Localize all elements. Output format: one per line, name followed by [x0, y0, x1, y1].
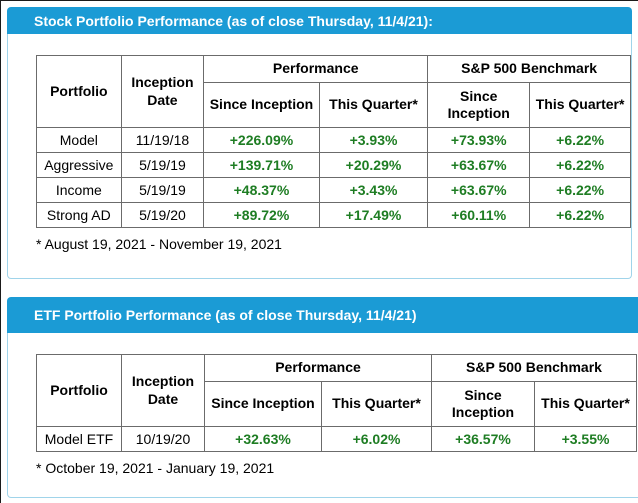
- etf-section-header: ETF Portfolio Performance (as of close T…: [7, 297, 638, 333]
- cell-perf-since: +32.63%: [204, 426, 322, 452]
- col-header-bench-this-quarter: This Quarter*: [529, 82, 631, 128]
- col-group-performance: Performance: [203, 55, 429, 83]
- cell-inception-date: 5/19/19: [120, 152, 205, 178]
- cell-perf-quarter: +6.02%: [321, 426, 432, 452]
- cell-bench-quarter: +6.22%: [529, 152, 631, 178]
- col-header-bench-since-inception: Since Inception: [431, 381, 535, 427]
- cell-inception-date: 5/19/19: [120, 177, 205, 203]
- cell-bench-since: +63.67%: [427, 152, 531, 178]
- cell-portfolio: Strong AD: [36, 202, 122, 228]
- col-header-bench-this-quarter: This Quarter*: [534, 381, 637, 427]
- cell-perf-quarter: +3.93%: [318, 127, 429, 153]
- table-row: Income 5/19/19 +48.37% +3.43% +63.67% +6…: [36, 177, 631, 203]
- col-header-perf-since-inception: Since Inception: [204, 381, 322, 427]
- col-header-bench-since-inception: Since Inception: [427, 82, 531, 128]
- cell-perf-since: +89.72%: [203, 202, 320, 228]
- stock-portfolio-section: Stock Portfolio Performance (as of close…: [7, 7, 632, 279]
- col-header-perf-this-quarter: This Quarter*: [321, 381, 432, 427]
- col-header-portfolio: Portfolio: [36, 354, 122, 427]
- stock-section-title: Stock Portfolio Performance (as of close…: [34, 12, 433, 29]
- cell-portfolio: Model ETF: [36, 426, 122, 452]
- cell-bench-quarter: +6.22%: [529, 127, 631, 153]
- col-group-benchmark: S&P 500 Benchmark: [431, 354, 637, 382]
- cell-portfolio: Aggressive: [36, 152, 122, 178]
- etf-footnote: * October 19, 2021 - January 19, 2021: [36, 460, 275, 476]
- etf-section-body: Portfolio Inception Date Performance S&P…: [7, 333, 638, 498]
- etf-section-title: ETF Portfolio Performance (as of close T…: [34, 307, 417, 323]
- cell-perf-since: +48.37%: [203, 177, 320, 203]
- cell-bench-quarter: +3.55%: [534, 426, 637, 452]
- col-header-inception-date: Inception Date: [120, 55, 205, 128]
- col-group-performance: Performance: [204, 354, 432, 382]
- cell-bench-since: +63.67%: [427, 177, 531, 203]
- col-header-portfolio: Portfolio: [36, 55, 122, 128]
- cell-bench-since: +73.93%: [427, 127, 531, 153]
- table-row: Model ETF 10/19/20 +32.63% +6.02% +36.57…: [36, 426, 637, 452]
- cell-perf-since: +226.09%: [203, 127, 320, 153]
- cell-bench-quarter: +6.22%: [529, 202, 631, 228]
- cell-inception-date: 5/19/20: [120, 202, 205, 228]
- etf-performance-table: Portfolio Inception Date Performance S&P…: [36, 354, 637, 452]
- stock-performance-table: Portfolio Inception Date Performance S&P…: [36, 55, 631, 228]
- stock-section-header: Stock Portfolio Performance (as of close…: [7, 7, 632, 34]
- cell-bench-quarter: +6.22%: [529, 177, 631, 203]
- table-row: Strong AD 5/19/20 +89.72% +17.49% +60.11…: [36, 202, 631, 228]
- col-header-perf-since-inception: Since Inception: [203, 82, 320, 128]
- cell-inception-date: 11/19/18: [120, 127, 205, 153]
- cell-portfolio: Model: [36, 127, 122, 153]
- etf-portfolio-section: ETF Portfolio Performance (as of close T…: [7, 297, 638, 498]
- col-group-benchmark: S&P 500 Benchmark: [427, 55, 631, 83]
- cell-perf-quarter: +20.29%: [318, 152, 429, 178]
- table-row: Model 11/19/18 +226.09% +3.93% +73.93% +…: [36, 127, 631, 153]
- table-row: Aggressive 5/19/19 +139.71% +20.29% +63.…: [36, 152, 631, 178]
- stock-section-body: Portfolio Inception Date Performance S&P…: [7, 34, 632, 279]
- cell-perf-since: +139.71%: [203, 152, 320, 178]
- col-header-inception-date: Inception Date: [121, 354, 205, 427]
- cell-perf-quarter: +3.43%: [318, 177, 429, 203]
- stock-footnote: * August 19, 2021 - November 19, 2021: [36, 236, 282, 252]
- cell-bench-since: +60.11%: [427, 202, 531, 228]
- col-header-perf-this-quarter: This Quarter*: [318, 82, 429, 128]
- cell-inception-date: 10/19/20: [121, 426, 205, 452]
- cell-bench-since: +36.57%: [431, 426, 535, 452]
- cell-portfolio: Income: [36, 177, 122, 203]
- cell-perf-quarter: +17.49%: [318, 202, 429, 228]
